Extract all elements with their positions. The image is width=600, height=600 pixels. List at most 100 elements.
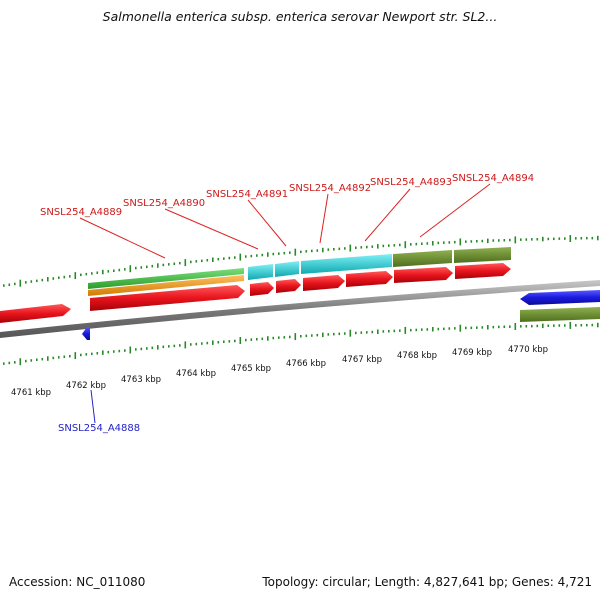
- ruler-tick: [333, 332, 335, 336]
- ruler-tick: [195, 342, 198, 346]
- ruler-tick: [289, 335, 291, 339]
- ruler-tick: [58, 276, 60, 279]
- ruler-tick: [179, 344, 181, 347]
- ruler-tick: [377, 329, 379, 334]
- ruler-tick: [344, 332, 346, 335]
- ruler-tick: [360, 246, 363, 249]
- ruler-tick: [311, 334, 313, 337]
- ruler-tick: [338, 247, 341, 251]
- ruler-tick: [239, 253, 242, 261]
- ruler-tick: [382, 330, 385, 333]
- ruler-tick: [250, 338, 253, 341]
- ruler-tick: [443, 327, 445, 331]
- callout-line-lower: [90, 389, 96, 424]
- ruler-tick: [558, 324, 561, 327]
- ruler-tick: [410, 243, 412, 246]
- ruler-tick: [476, 240, 478, 243]
- ruler-tick: [432, 327, 434, 332]
- ruler-tick: [404, 326, 407, 334]
- ruler-tick: [278, 336, 280, 339]
- ruler-tick: [487, 325, 489, 330]
- tick-label: 4764 kbp: [176, 369, 216, 379]
- ruler-tick: [580, 324, 583, 327]
- ruler-tick: [74, 272, 77, 280]
- gene-arrow-reverse: [82, 327, 90, 340]
- ruler-tick: [333, 248, 335, 251]
- ruler-tick: [300, 250, 302, 254]
- ruler-tick: [454, 240, 456, 244]
- ruler-tick: [558, 237, 561, 240]
- ruler-tick: [487, 238, 489, 244]
- ruler-tick: [377, 244, 379, 249]
- ruler-tick: [173, 344, 176, 348]
- ruler-tick: [124, 268, 126, 271]
- ruler-tick: [393, 244, 396, 247]
- ruler-tick: [366, 331, 368, 334]
- ruler-tick: [85, 353, 88, 356]
- ruler-tick: [96, 352, 99, 355]
- ruler-tick: [256, 254, 258, 257]
- ruler-tick: [267, 336, 269, 341]
- ruler-tick: [63, 355, 66, 358]
- tick-label: 4768 kbp: [397, 351, 437, 361]
- gene-arrow: [0, 304, 71, 323]
- ruler-tick: [338, 332, 341, 336]
- ruler-tick: [520, 325, 522, 328]
- ruler-tick: [168, 345, 170, 348]
- ruler-tick: [415, 242, 418, 246]
- ruler-tick: [492, 325, 495, 329]
- reverse-features: [82, 290, 600, 340]
- ruler-tick: [393, 329, 396, 333]
- ruler-tick: [206, 259, 209, 262]
- orange-feature: [88, 275, 244, 296]
- upper-ruler: [3, 235, 599, 287]
- ruler-tick: [349, 244, 352, 252]
- ruler-tick: [344, 247, 346, 250]
- ruler-tick: [162, 345, 165, 349]
- ruler-tick: [569, 321, 572, 329]
- ruler-tick: [201, 342, 203, 345]
- ruler-tick: [157, 345, 159, 350]
- ruler-tick: [168, 263, 170, 266]
- ruler-tick: [525, 238, 528, 241]
- ruler-tick: [47, 277, 49, 282]
- ruler-tick: [564, 237, 566, 240]
- gene-label: SNSL254_A4891: [206, 189, 288, 200]
- ruler-tick: [327, 248, 330, 251]
- ruler-tick: [410, 328, 412, 332]
- ruler-tick: [102, 350, 104, 355]
- cyan-feature: [301, 254, 392, 274]
- cyan-feature: [275, 261, 299, 277]
- ruler-tick: [542, 236, 544, 242]
- ruler-tick: [124, 349, 126, 352]
- ruler-tick: [305, 334, 308, 338]
- ruler-tick: [294, 333, 297, 341]
- ruler-tick: [553, 237, 555, 241]
- olive-feature: [393, 250, 452, 267]
- ruler-tick: [536, 238, 539, 241]
- ruler-tick: [591, 323, 594, 327]
- ruler-tick: [597, 235, 599, 241]
- ruler-tick: [3, 362, 5, 365]
- ruler-tick: [41, 278, 44, 282]
- ruler-tick: [514, 323, 517, 330]
- ruler-tick: [569, 235, 572, 242]
- ruler-tick: [322, 247, 324, 253]
- ruler-tick: [267, 252, 269, 257]
- ruler-tick: [239, 337, 242, 344]
- ruler-tick: [586, 323, 588, 327]
- tick-label: 4761 kbp: [11, 388, 51, 398]
- ruler-tick: [201, 259, 203, 263]
- ruler-tick: [305, 250, 308, 253]
- ruler-tick: [432, 241, 434, 246]
- ruler-tick: [597, 322, 599, 328]
- gene-label: SNSL254_A4890: [123, 198, 205, 209]
- ruler-tick: [14, 282, 16, 286]
- ruler-tick: [190, 260, 192, 264]
- ruler-tick: [437, 327, 440, 331]
- ruler-tick: [47, 356, 49, 361]
- ruler-tick: [146, 265, 148, 269]
- ruler-tick: [371, 245, 374, 248]
- gene-arrow: [90, 285, 245, 311]
- ruler-tick: [58, 356, 60, 359]
